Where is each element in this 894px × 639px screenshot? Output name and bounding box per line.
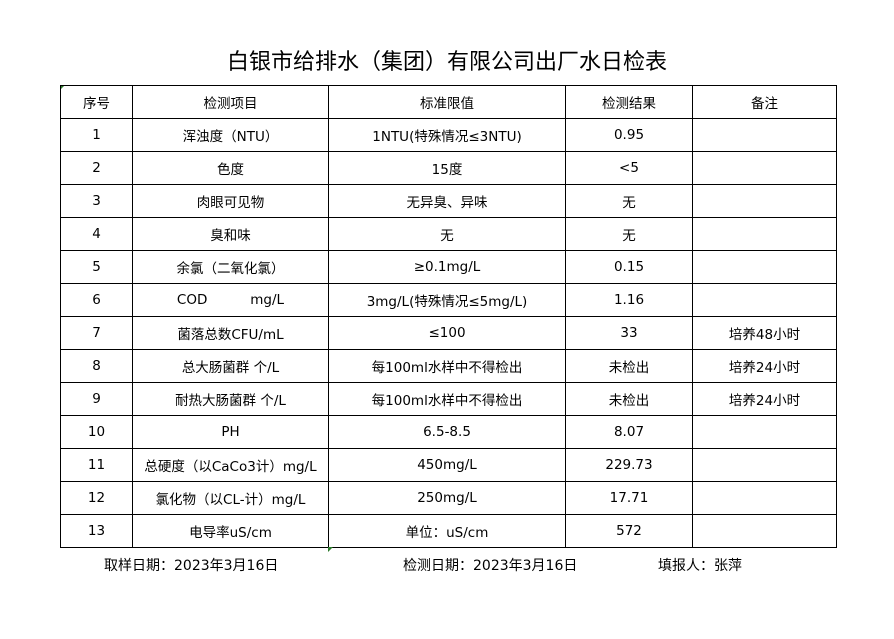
remark-cell: 培养24小时 [692, 349, 837, 383]
result-cell: 229.73 [565, 448, 693, 482]
item-cell: 电导率uS/cm [132, 514, 329, 548]
standard-cell: 标准限值 [328, 85, 566, 119]
seq-cell: 1 [60, 118, 133, 152]
result-cell: 未检出 [565, 349, 693, 383]
standard-cell: 无异臭、异味 [328, 184, 566, 218]
remark-cell [692, 415, 837, 449]
table-row: 4 臭和味无无 [60, 217, 837, 251]
cell-marker-icon [328, 547, 333, 552]
table-row: 9 耐热大肠菌群 个/L 每100ml水样中不得检出 未检出 培养24小时 [60, 382, 837, 416]
seq-cell: 6 [60, 283, 133, 317]
item-cell: 耐热大肠菌群 个/L [132, 382, 329, 416]
result-cell: 572 [565, 514, 693, 548]
seq-cell: 12 [60, 481, 133, 515]
result-cell: 17.71 [565, 481, 693, 515]
item-cell: 氯化物（以CL-计）mg/L [132, 481, 329, 515]
result-cell: 8.07 [565, 415, 693, 449]
standard-cell: 250mg/L [328, 481, 566, 515]
seq-cell: 序号 [60, 85, 133, 119]
result-cell: 33 [565, 316, 693, 350]
remark-cell [692, 448, 837, 482]
standard-cell: 无 [328, 217, 566, 251]
item-cell: 色度 [132, 151, 329, 185]
result-cell: 1.16 [565, 283, 693, 317]
table-row: 2 色度 15度 <5 [60, 151, 837, 185]
standard-cell: 3mg/L(特殊情况≤5mg/L) [328, 283, 566, 317]
test-date: 检测日期：2023年3月16日 [403, 558, 578, 574]
seq-cell: 13 [60, 514, 133, 548]
remark-cell [692, 514, 837, 548]
remark-cell: 培养24小时 [692, 382, 837, 416]
standard-cell: 6.5-8.5 [328, 415, 566, 449]
remark-cell [692, 481, 837, 515]
remark-cell [692, 118, 837, 152]
table-row: 5 余氯（二氧化氯） ≥0.1mg/L 0.15 [60, 250, 837, 284]
item-cell: 臭和味 [132, 217, 329, 251]
remark-cell [692, 283, 837, 317]
item-cell: COD mg/L [132, 283, 329, 317]
result-cell: 无 [565, 184, 693, 218]
table-row: 7 菌落总数CFU/mL ≤100 33 培养48小时 [60, 316, 837, 350]
item-cell: 余氯（二氧化氯） [132, 250, 329, 284]
standard-cell: 每100ml水样中不得检出 [328, 382, 566, 416]
seq-cell: 9 [60, 382, 133, 416]
item-cell: 检测项目 [132, 85, 329, 119]
item-cell: 总大肠菌群 个/L [132, 349, 329, 383]
result-cell: 0.95 [565, 118, 693, 152]
standard-cell: 每100ml水样中不得检出 [328, 349, 566, 383]
result-cell: 无 [565, 217, 693, 251]
standard-cell: 1NTU(特殊情况≤3NTU) [328, 118, 566, 152]
table-row: 13 电导率uS/cm 单位：uS/cm 572 [60, 514, 837, 548]
page-title: 白银市给排水（集团）有限公司出厂水日检表 [226, 50, 667, 75]
seq-cell: 7 [60, 316, 133, 350]
standard-cell: ≤100 [328, 316, 566, 350]
table-row: 12 氯化物（以CL-计）mg/L 250mg/L 17.71 [60, 481, 837, 515]
table-row: 6 COD mg/L 3mg/L(特殊情况≤5mg/L) 1.16 [60, 283, 837, 317]
seq-cell: 4 [60, 217, 133, 251]
reporter: 填报人：张萍 [658, 558, 742, 574]
inspection-table: 序号 检测项目 标准限值 检测结果 备注 1 浑浊度（NTU） 1NTU(特殊情况≤3NTU)… [60, 85, 837, 548]
remark-cell: 备注 [692, 85, 837, 119]
item-cell: 总硬度（以CaCo3计）mg/L [132, 448, 329, 482]
item-cell: PH [132, 415, 329, 449]
result-cell: 未检出 [565, 382, 693, 416]
remark-cell [692, 151, 837, 185]
standard-cell: 450mg/L [328, 448, 566, 482]
table-row: 10 PH 6.5-8.5 8.07 [60, 415, 837, 449]
seq-cell: 8 [60, 349, 133, 383]
table-row: 8 总大肠菌群 个/L 每100ml水样中不得检出 未检出 培养24小时 [60, 349, 837, 383]
table-row: 11 总硬度（以CaCo3计）mg/L 450mg/L 229.73 [60, 448, 837, 482]
result-cell: 检测结果 [565, 85, 693, 119]
standard-cell: ≥0.1mg/L [328, 250, 566, 284]
header-row: 序号 检测项目 标准限值 检测结果 备注 [60, 85, 837, 119]
table-row: 1 浑浊度（NTU） 1NTU(特殊情况≤3NTU) 0.95 [60, 118, 837, 152]
remark-cell: 培养48小时 [692, 316, 837, 350]
seq-cell: 3 [60, 184, 133, 218]
seq-cell: 10 [60, 415, 133, 449]
sample-date: 取样日期：2023年3月16日 [104, 558, 279, 574]
seq-cell: 5 [60, 250, 133, 284]
seq-cell: 11 [60, 448, 133, 482]
standard-cell: 单位：uS/cm [328, 514, 566, 548]
item-cell: 菌落总数CFU/mL [132, 316, 329, 350]
remark-cell [692, 217, 837, 251]
seq-cell: 2 [60, 151, 133, 185]
result-cell: <5 [565, 151, 693, 185]
item-cell: 肉眼可见物 [132, 184, 329, 218]
remark-cell [692, 250, 837, 284]
result-cell: 0.15 [565, 250, 693, 284]
table-row: 3 肉眼可见物 无异臭、异味无 [60, 184, 837, 218]
remark-cell [692, 184, 837, 218]
standard-cell: 15度 [328, 151, 566, 185]
item-cell: 浑浊度（NTU） [132, 118, 329, 152]
